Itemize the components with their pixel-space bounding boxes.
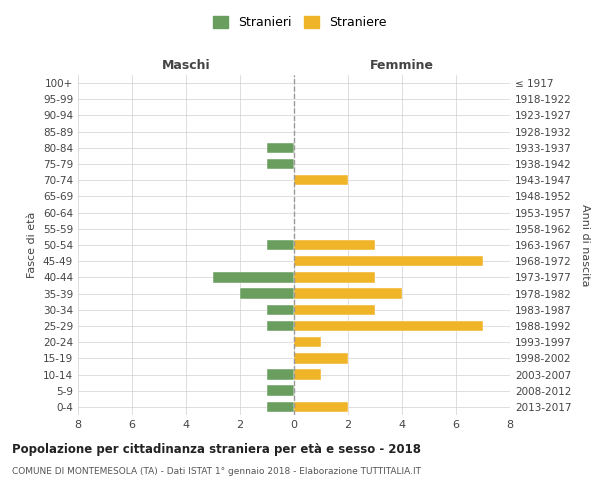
Legend: Stranieri, Straniere: Stranieri, Straniere	[208, 11, 392, 34]
Bar	[294, 240, 375, 250]
Text: COMUNE DI MONTEMESOLA (TA) - Dati ISTAT 1° gennaio 2018 - Elaborazione TUTTITALI: COMUNE DI MONTEMESOLA (TA) - Dati ISTAT …	[12, 468, 421, 476]
Bar	[267, 304, 294, 315]
Bar	[267, 240, 294, 250]
Bar	[294, 353, 348, 364]
Bar	[294, 288, 402, 299]
Bar	[294, 175, 348, 186]
Text: Popolazione per cittadinanza straniera per età e sesso - 2018: Popolazione per cittadinanza straniera p…	[12, 442, 421, 456]
Text: Maschi: Maschi	[161, 59, 211, 72]
Bar	[294, 272, 375, 282]
Bar	[267, 159, 294, 170]
Y-axis label: Fasce di età: Fasce di età	[28, 212, 37, 278]
Bar	[267, 320, 294, 331]
Bar	[267, 142, 294, 153]
Bar	[294, 370, 321, 380]
Bar	[294, 304, 375, 315]
Bar	[267, 370, 294, 380]
Bar	[240, 288, 294, 299]
Bar	[294, 320, 483, 331]
Y-axis label: Anni di nascita: Anni di nascita	[580, 204, 590, 286]
Bar	[294, 402, 348, 412]
Bar	[213, 272, 294, 282]
Bar	[294, 337, 321, 347]
Text: Femmine: Femmine	[370, 59, 434, 72]
Bar	[267, 402, 294, 412]
Bar	[267, 386, 294, 396]
Bar	[294, 256, 483, 266]
